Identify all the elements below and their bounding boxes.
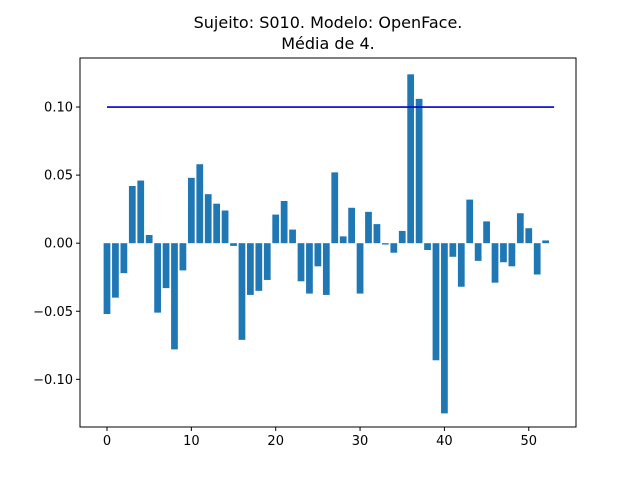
bar-19 [263,243,271,280]
chart-title-line1: Sujeito: S010. Modelo: OpenFace. [194,13,463,32]
bar-38 [424,243,431,250]
bar-41 [449,243,457,257]
bar-43 [466,199,474,244]
y-tick-label-3: 0.05 [44,169,73,184]
bar-46 [491,243,499,283]
bar-33 [381,243,389,245]
bar-39 [432,243,440,361]
bar-7 [162,243,170,289]
bar-13 [213,203,221,244]
bar-40 [441,243,448,414]
bar-44 [474,243,482,261]
y-tick-label-2: 0.00 [44,237,73,252]
bar-50 [525,228,533,244]
bar-6 [154,243,161,313]
bar-20 [272,214,280,244]
bar-8 [171,243,178,350]
bar-35 [398,230,406,244]
bar-series [103,74,550,414]
bar-1 [112,243,119,298]
bar-4 [137,180,145,244]
bar-10 [187,177,195,244]
y-axis: −0.10 −0.05 0.00 0.05 0.10 [33,101,80,388]
bar-25 [314,243,322,267]
bar-22 [289,229,296,244]
bar-42 [457,243,465,287]
bar-36 [407,74,415,244]
bar-51 [533,243,541,275]
bar-12 [204,194,212,244]
x-tick-label-50: 50 [520,434,537,449]
bar-11 [196,164,204,244]
y-tick-label-0: −0.10 [33,373,73,388]
y-tick-label-1: −0.05 [33,305,73,320]
bar-16 [238,243,246,340]
x-tick-label-30: 30 [352,434,369,449]
bar-14 [221,210,229,244]
bar-24 [306,243,313,294]
bar-2 [120,243,128,274]
bar-52 [542,240,550,244]
plot-area-frame [79,57,577,428]
x-tick-label-10: 10 [183,434,200,449]
bar-49 [516,213,524,244]
bar-47 [500,243,507,263]
bar-29 [348,207,355,244]
bar-5 [145,235,153,244]
bar-18 [255,243,263,291]
x-tick-label-20: 20 [267,434,284,449]
bar-34 [390,243,398,253]
x-tick-label-0: 0 [103,434,111,449]
bar-31 [365,211,372,244]
bar-26 [322,243,330,295]
bar-23 [297,243,305,282]
bar-28 [339,236,347,244]
bar-27 [331,172,339,244]
bar-32 [373,224,381,244]
bar-30 [356,243,364,294]
bar-45 [483,221,490,244]
bar-17 [247,243,254,295]
y-tick-label-4: 0.10 [44,101,73,116]
bar-37 [415,98,423,244]
chart-title-line2: Média de 4. [281,34,375,53]
x-axis: 0 10 20 30 40 50 [103,427,537,449]
x-tick-label-40: 40 [436,434,453,449]
bar-15 [230,243,237,246]
bar-3 [128,185,136,244]
bar-9 [179,243,187,271]
bar-21 [280,200,288,244]
bar-48 [508,243,516,267]
bar-0 [103,243,111,314]
